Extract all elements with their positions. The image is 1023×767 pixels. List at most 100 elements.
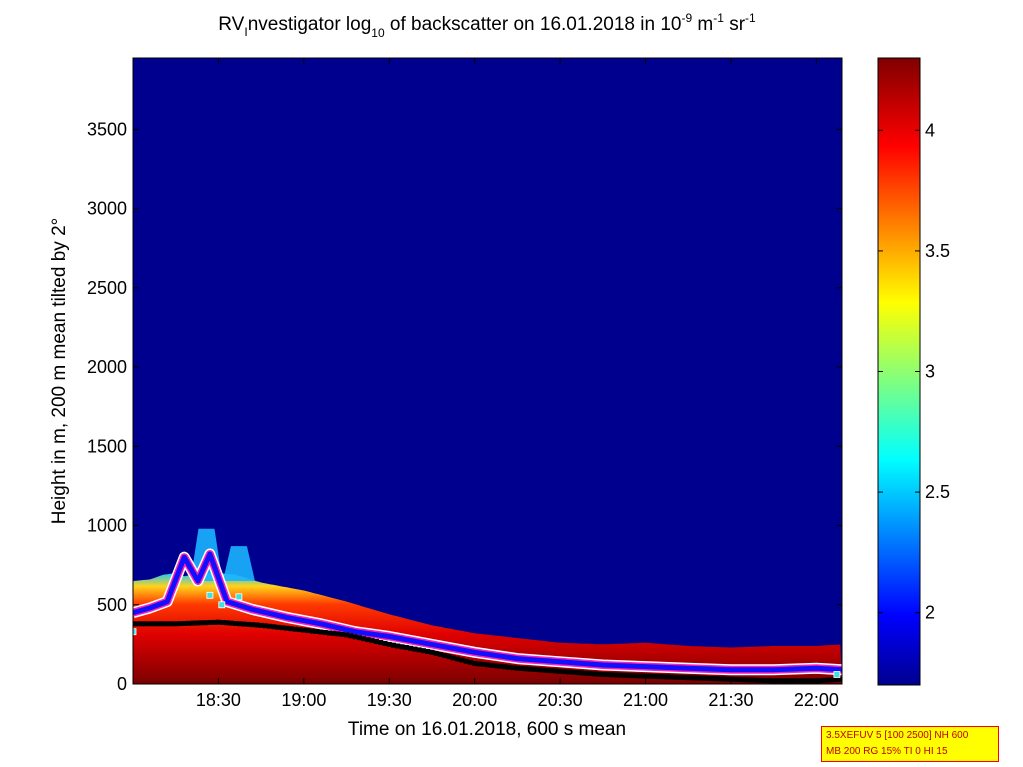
- mixing-layer-marker: [792, 678, 798, 684]
- mixing-layer-marker: [600, 672, 606, 677]
- mixing-layer-marker: [775, 678, 781, 684]
- mixing-layer-marker: [801, 678, 807, 684]
- y-tick-label: 2500: [87, 278, 127, 298]
- plume-peak-2: [222, 546, 255, 581]
- mixing-layer-marker: [455, 656, 461, 662]
- mixing-layer-marker: [553, 668, 559, 674]
- mixing-layer-marker: [399, 644, 405, 650]
- mixing-layer-marker: [190, 620, 196, 626]
- mixing-layer-marker: [724, 676, 730, 682]
- mixing-layer-marker: [702, 675, 708, 681]
- mixing-layer-marker: [143, 621, 149, 627]
- mixing-layer-marker: [711, 676, 717, 682]
- mixing-layer-marker: [839, 676, 842, 682]
- backscatter-layer: [133, 573, 842, 684]
- mixing-layer-marker: [147, 621, 153, 627]
- mixing-layer-marker: [557, 668, 563, 674]
- mixing-layer-marker: [660, 674, 666, 680]
- mixing-layer-marker: [181, 621, 187, 626]
- mixing-layer-marker: [322, 630, 328, 635]
- y-tick-label: 2000: [87, 357, 127, 377]
- mixing-layer-marker: [203, 620, 209, 626]
- mixing-layer-marker: [796, 678, 802, 684]
- mixing-layer-marker: [463, 658, 469, 664]
- mixing-layer-marker: [374, 639, 379, 644]
- y-tick-label: 1000: [87, 516, 127, 536]
- mixing-layer-marker: [352, 634, 358, 640]
- mixing-layer-marker: [318, 629, 324, 635]
- mixing-layer-marker: [655, 674, 661, 680]
- mixing-layer-marker: [690, 675, 695, 681]
- mixing-layer-marker: [237, 621, 243, 627]
- colorbar-tick-label: 2.5: [925, 482, 950, 502]
- mixing-layer-marker: [613, 672, 619, 678]
- y-tick-label: 3000: [87, 199, 127, 219]
- mixing-layer-marker: [822, 677, 828, 683]
- mixing-layer-marker: [459, 657, 465, 663]
- x-tick-label: 21:30: [708, 690, 753, 710]
- mixing-layer-marker: [446, 654, 452, 660]
- cyan-marker: [833, 671, 841, 678]
- mixing-layer-marker: [480, 661, 486, 667]
- backscatter-field: [133, 528, 842, 684]
- mixing-layer-marker: [186, 620, 191, 626]
- mixing-layer-marker: [596, 671, 601, 677]
- mixing-layer-marker: [365, 637, 371, 643]
- mixing-layer-marker: [732, 676, 738, 682]
- mixing-layer-marker: [745, 677, 751, 683]
- mixing-layer-marker: [570, 669, 576, 675]
- mixing-layer-marker: [625, 672, 631, 678]
- info-line-1: 3.5XEFUV 5 [100 2500] NH 600: [826, 730, 969, 741]
- mixing-layer-marker: [288, 626, 294, 632]
- mixing-layer-marker: [160, 621, 166, 627]
- mixing-layer-marker: [826, 677, 832, 683]
- mixing-layer-marker: [566, 669, 572, 675]
- mixing-layer-marker: [133, 621, 136, 627]
- mixing-layer-marker: [262, 623, 268, 629]
- mixing-layer-marker: [532, 666, 537, 672]
- x-axis: 18:30 19:00 19:30 20:00 20:30 21:00 21:30 22:00: [196, 58, 839, 710]
- mixing-layer-marker: [442, 653, 448, 659]
- mixing-layer-marker: [519, 666, 525, 671]
- mixing-layer-marker: [254, 622, 260, 628]
- info-line-2: MB 200 RG 15% TI 0 HI 15: [826, 746, 948, 757]
- mixing-layer-marker: [139, 621, 144, 627]
- mixing-layer-marker: [523, 666, 529, 672]
- y-tick-label: 0: [117, 674, 127, 694]
- mixing-layer-marker: [344, 632, 350, 638]
- mixing-layer-marker: [608, 672, 614, 678]
- mixing-layer-marker: [835, 677, 841, 682]
- mixing-layer-marker: [583, 670, 589, 676]
- mixing-layer-marker: [194, 620, 200, 626]
- mixing-layer-marker: [677, 674, 683, 680]
- x-axis-title: Time on 16.01.2018, 600 s mean: [348, 719, 626, 740]
- mixing-layer-marker: [314, 629, 320, 634]
- mixing-layer-marker: [207, 620, 213, 625]
- mixing-layer-marker: [215, 619, 221, 625]
- mixing-layer-marker: [271, 624, 277, 630]
- colorbar-tick-label: 2: [925, 603, 935, 623]
- mixing-layer-marker: [327, 630, 332, 636]
- mixing-layer-marker: [301, 627, 307, 633]
- mixing-layer-marker: [818, 678, 824, 684]
- cyan-marker: [235, 593, 243, 601]
- mixing-layer-marker: [164, 621, 170, 627]
- mixing-layer-marker: [784, 678, 789, 684]
- mixing-layer-marker: [378, 640, 384, 645]
- mixing-layer-marker: [134, 621, 140, 627]
- mixing-layer-marker: [647, 673, 653, 679]
- mixing-layer-marker: [668, 674, 674, 680]
- chart-title: RVInvestigator log10 of backscatter on 1…: [218, 11, 756, 40]
- mixing-layer-marker: [754, 677, 760, 683]
- y-tick-label: 3500: [87, 119, 127, 139]
- x-tick-label: 18:30: [196, 690, 241, 710]
- mixing-layer-marker: [224, 620, 230, 626]
- mixing-layer-marker: [356, 635, 362, 641]
- mixing-layer-marker: [450, 655, 456, 661]
- mixing-layer-marker: [707, 676, 713, 681]
- mixing-layer-marker: [617, 672, 623, 678]
- mixing-layer-marker: [527, 666, 533, 672]
- mixing-layer-marker: [267, 623, 273, 629]
- x-tick-label: 19:30: [367, 690, 412, 710]
- mixing-layer-marker: [309, 628, 315, 634]
